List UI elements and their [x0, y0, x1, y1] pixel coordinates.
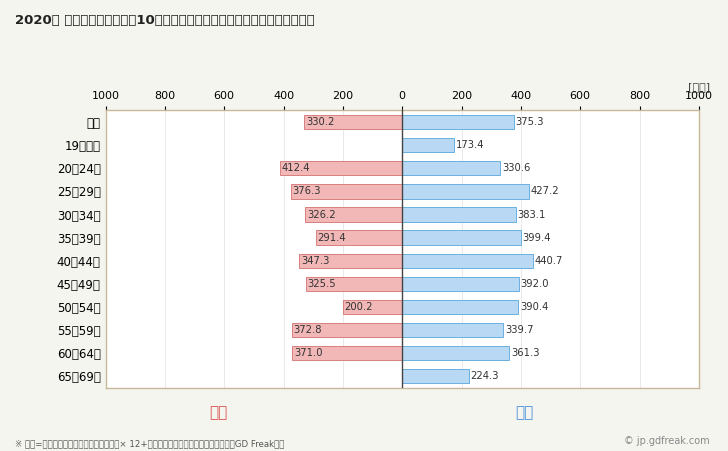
Bar [403, 253, 533, 268]
Text: 200.2: 200.2 [344, 302, 373, 312]
Bar [290, 184, 403, 198]
Text: 375.3: 375.3 [515, 117, 544, 127]
Text: 男性: 男性 [515, 405, 534, 420]
Bar [403, 138, 454, 152]
Text: 326.2: 326.2 [307, 210, 336, 220]
Text: 383.1: 383.1 [518, 210, 546, 220]
Text: 173.4: 173.4 [456, 140, 484, 150]
Text: 女性: 女性 [209, 405, 228, 420]
Text: 330.6: 330.6 [502, 163, 531, 173]
Bar [403, 346, 510, 360]
Text: 376.3: 376.3 [293, 186, 321, 196]
Bar [299, 253, 403, 268]
Bar [292, 323, 403, 337]
Text: 390.4: 390.4 [520, 302, 548, 312]
Bar [403, 184, 529, 198]
Text: 412.4: 412.4 [282, 163, 310, 173]
Bar [403, 115, 513, 129]
Text: 392.0: 392.0 [521, 279, 549, 289]
Text: 224.3: 224.3 [470, 371, 499, 381]
Bar [403, 300, 518, 314]
Bar [306, 276, 403, 291]
Text: © jp.gdfreak.com: © jp.gdfreak.com [624, 437, 710, 446]
Bar [403, 161, 500, 175]
Text: 339.7: 339.7 [505, 325, 534, 335]
Bar [403, 369, 469, 383]
Text: 372.8: 372.8 [293, 325, 322, 335]
Bar [306, 207, 403, 222]
Text: 440.7: 440.7 [535, 256, 563, 266]
Bar [403, 276, 518, 291]
Bar [403, 207, 516, 222]
Text: 325.5: 325.5 [307, 279, 336, 289]
Bar [403, 323, 503, 337]
Text: 347.3: 347.3 [301, 256, 329, 266]
Text: ※ 年収=「きまって支給する現金給与額」× 12+「年間賞与その他特別給与額」としてGD Freak推計: ※ 年収=「きまって支給する現金給与額」× 12+「年間賞与その他特別給与額」と… [15, 440, 284, 449]
Text: 427.2: 427.2 [531, 186, 559, 196]
Bar [343, 300, 403, 314]
Text: 399.4: 399.4 [523, 233, 551, 243]
Text: 291.4: 291.4 [317, 233, 347, 243]
Bar [280, 161, 403, 175]
Text: [万円]: [万円] [688, 83, 710, 92]
Text: 361.3: 361.3 [511, 348, 539, 358]
Text: 371.0: 371.0 [294, 348, 323, 358]
Text: 2020年 民間企業（従業者数10人以上）フルタイム労働者の男女別平均年収: 2020年 民間企業（従業者数10人以上）フルタイム労働者の男女別平均年収 [15, 14, 314, 27]
Bar [316, 230, 403, 245]
Bar [292, 346, 403, 360]
Bar [304, 115, 403, 129]
Text: 330.2: 330.2 [306, 117, 334, 127]
Bar [403, 230, 521, 245]
